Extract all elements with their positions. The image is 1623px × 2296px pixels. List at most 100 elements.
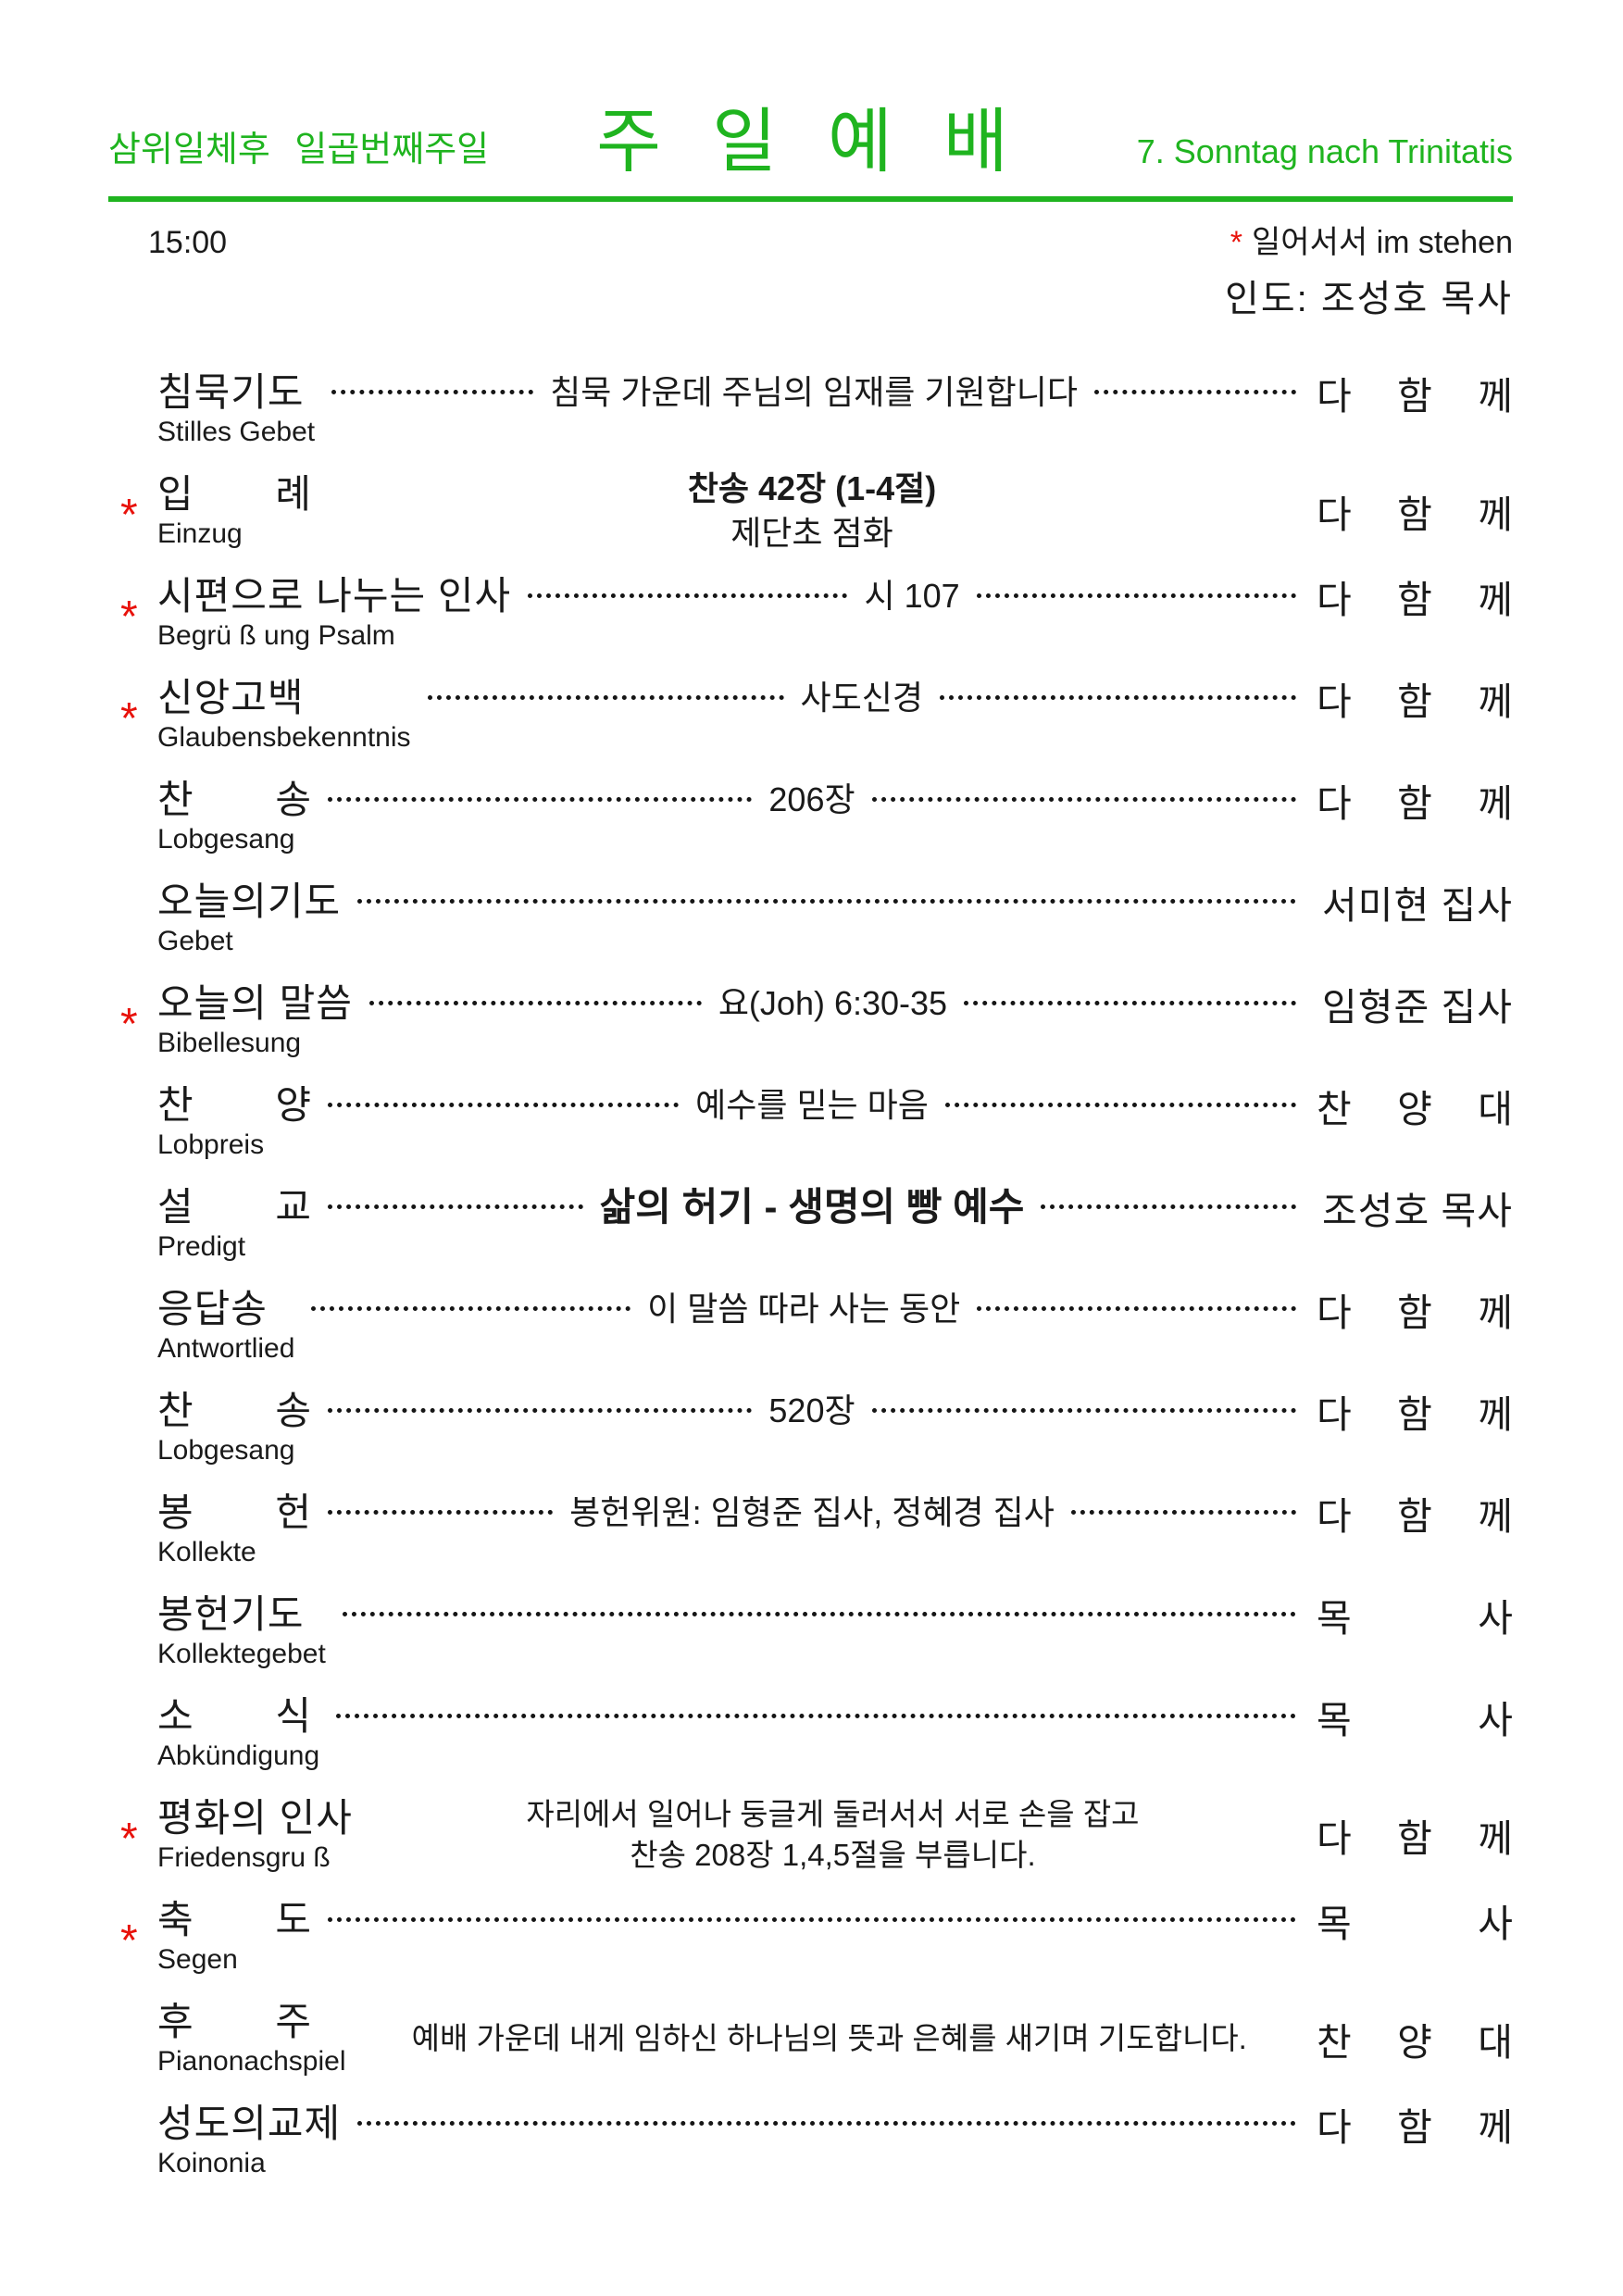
spread-char: 께 xyxy=(1478,1494,1513,1538)
dot-leader xyxy=(1041,1204,1297,1210)
item-titles: 응답송 Antwortlied xyxy=(157,1286,294,1366)
item-center: 사도신경 xyxy=(411,675,1313,721)
spread-char: 봉 xyxy=(157,1490,194,1534)
service-leader-line: 인도: 조성호 목사 xyxy=(1225,278,1513,319)
dot-leader xyxy=(336,1714,1296,1719)
spread-char: 께 xyxy=(1478,493,1513,536)
spread-char: 송 xyxy=(275,777,311,821)
item-titles: 설 교 Predigt xyxy=(157,1184,311,1264)
spread-char: 설 xyxy=(157,1184,194,1229)
item-title-german: Begrü ß ung Psalm xyxy=(157,619,395,651)
item-title-german: Gebet xyxy=(157,925,233,956)
item-title-german: Lobgesang xyxy=(157,1434,295,1466)
item-center-text: 침묵 가운데 주님의 임재를 기원합니다 xyxy=(550,373,1079,411)
dot-leader xyxy=(871,797,1296,803)
service-info-row: 15:00 * 일어서서 im stehen 인도: 조성호 목사 xyxy=(0,202,1623,321)
spread-char: 찬 xyxy=(157,777,194,821)
spread-char: 께 xyxy=(1478,781,1513,825)
spread-char: 함 xyxy=(1397,578,1432,621)
spread-char: 함 xyxy=(1397,1816,1432,1860)
standing-note-line: * 일어서서 im stehen xyxy=(1225,224,1513,262)
item-center xyxy=(341,2101,1313,2147)
item-titles: 찬 송 Lobgesang xyxy=(157,1388,311,1467)
item-center xyxy=(326,1591,1313,1638)
spread-char: 함 xyxy=(1397,2105,1432,2149)
item-center: 520장 xyxy=(311,1388,1313,1434)
spread-char: 다 xyxy=(1317,1392,1352,1436)
worship-item-row: 봉헌기도 Kollektegebet 목 사 xyxy=(157,1591,1513,1671)
service-info-right: * 일어서서 im stehen 인도: 조성호 목사 xyxy=(1225,224,1513,321)
spread-char: 양 xyxy=(1397,1087,1432,1130)
dot-leader xyxy=(328,1510,554,1516)
worship-item-row: 성도의교제 Koinonia 다 함 께 xyxy=(157,2101,1513,2180)
item-title-german: Koinonia xyxy=(157,2147,266,2178)
worship-item-row: 침묵기도 Stilles Gebet 침묵 가운데 주님의 임재를 기원합니다 다 함 께 xyxy=(157,369,1513,449)
spread-char: 양 xyxy=(275,1082,311,1127)
item-title-korean: 오늘의 말씀 xyxy=(157,980,353,1025)
item-title-german: Antwortlied xyxy=(157,1332,295,1364)
worship-item-row: * 축 도 Segen 목 사 xyxy=(120,1897,1513,1977)
spread-char: 다 xyxy=(1317,1816,1352,1860)
spread-char: 함 xyxy=(1397,493,1432,536)
worship-item-row: * 시편으로 나누는 인사 Begrü ß ung Psalm 시 107 다 함 께 xyxy=(120,573,1513,653)
item-title-german: Predigt xyxy=(157,1230,246,1262)
spread-char: 함 xyxy=(1397,781,1432,825)
item-titles: 찬 양 Lobpreis xyxy=(157,1082,311,1162)
spread-char: 축 xyxy=(157,1897,194,1941)
spread-char: 함 xyxy=(1397,1392,1432,1436)
spread-char: 례 xyxy=(275,471,311,516)
spread-char: 찬 xyxy=(1317,2020,1352,2064)
header-left-label: 삼위일체후 일곱번째주일 xyxy=(108,131,490,170)
dot-leader xyxy=(976,593,1297,599)
dot-leader xyxy=(357,899,1296,905)
item-center: 시 107 xyxy=(511,573,1313,619)
spread-char: 다 xyxy=(1317,1291,1352,1334)
item-center: 삶의 허기 - 생명의 빵 예수 xyxy=(311,1184,1313,1230)
dot-leader xyxy=(427,695,784,701)
item-center-text: 이 말씀 따라 사는 동안 xyxy=(647,1290,961,1328)
worship-item-row: 찬 송 Lobgesang 206장 다 함 께 xyxy=(157,777,1513,856)
spread-char: 께 xyxy=(1478,2105,1513,2149)
item-center: 요(Joh) 6:30-35 xyxy=(353,980,1313,1027)
item-titles: 봉 헌 Kollekte xyxy=(157,1490,311,1569)
spread-char: 목 xyxy=(1317,1902,1352,1945)
spread-char: 께 xyxy=(1478,374,1513,418)
item-center: 침묵 가운데 주님의 임재를 기원합니다 xyxy=(315,369,1313,416)
item-titles: 신앙고백 Glaubensbekenntnis xyxy=(157,675,411,755)
worship-item-row: 응답송 Antwortlied 이 말씀 따라 사는 동안 다 함 께 xyxy=(157,1286,1513,1366)
dot-leader xyxy=(1070,1510,1297,1516)
standing-asterisk-icon: * xyxy=(120,1814,138,1864)
item-center-text: 봉헌위원: 임형준 집사, 정혜경 집사 xyxy=(569,1493,1055,1531)
spread-char: 사 xyxy=(1478,1698,1513,1741)
worship-item-row: 봉 헌 Kollekte 봉헌위원: 임형준 집사, 정혜경 집사 다 함 께 xyxy=(157,1490,1513,1569)
spread-char: 다 xyxy=(1317,781,1352,825)
spread-char: 께 xyxy=(1478,680,1513,723)
spread-char: 도 xyxy=(275,1897,311,1941)
standing-asterisk-icon: * xyxy=(120,999,138,1049)
spread-char: 송 xyxy=(275,1388,311,1432)
item-titles: 오늘의 말씀 Bibellesung xyxy=(157,980,353,1060)
worship-item-row: 소 식 Abkündigung 목 사 xyxy=(157,1693,1513,1773)
item-title-german: Friedensgru ß xyxy=(157,1841,331,1873)
dot-leader xyxy=(357,2121,1296,2127)
spread-char: 께 xyxy=(1478,1392,1513,1436)
item-title-german: Segen xyxy=(157,1943,238,1975)
item-center: 예수를 믿는 마음 xyxy=(311,1082,1313,1129)
item-center xyxy=(319,1693,1313,1740)
item-center-text: 요(Joh) 6:30-35 xyxy=(718,984,948,1022)
item-center: 자리에서 일어나 둥글게 둘러서서 서로 손을 잡고 찬송 208장 1,4,5절… xyxy=(353,1795,1313,1875)
standing-note-text: 일어서서 im stehen xyxy=(1252,225,1513,260)
spread-char: 소 xyxy=(157,1693,194,1738)
item-title-korean: 시편으로 나누는 인사 xyxy=(157,573,512,618)
dot-leader xyxy=(328,1917,1296,1923)
worship-item-row: 설 교 Predigt 삶의 허기 - 생명의 빵 예수 조성호 목사 xyxy=(157,1184,1513,1264)
